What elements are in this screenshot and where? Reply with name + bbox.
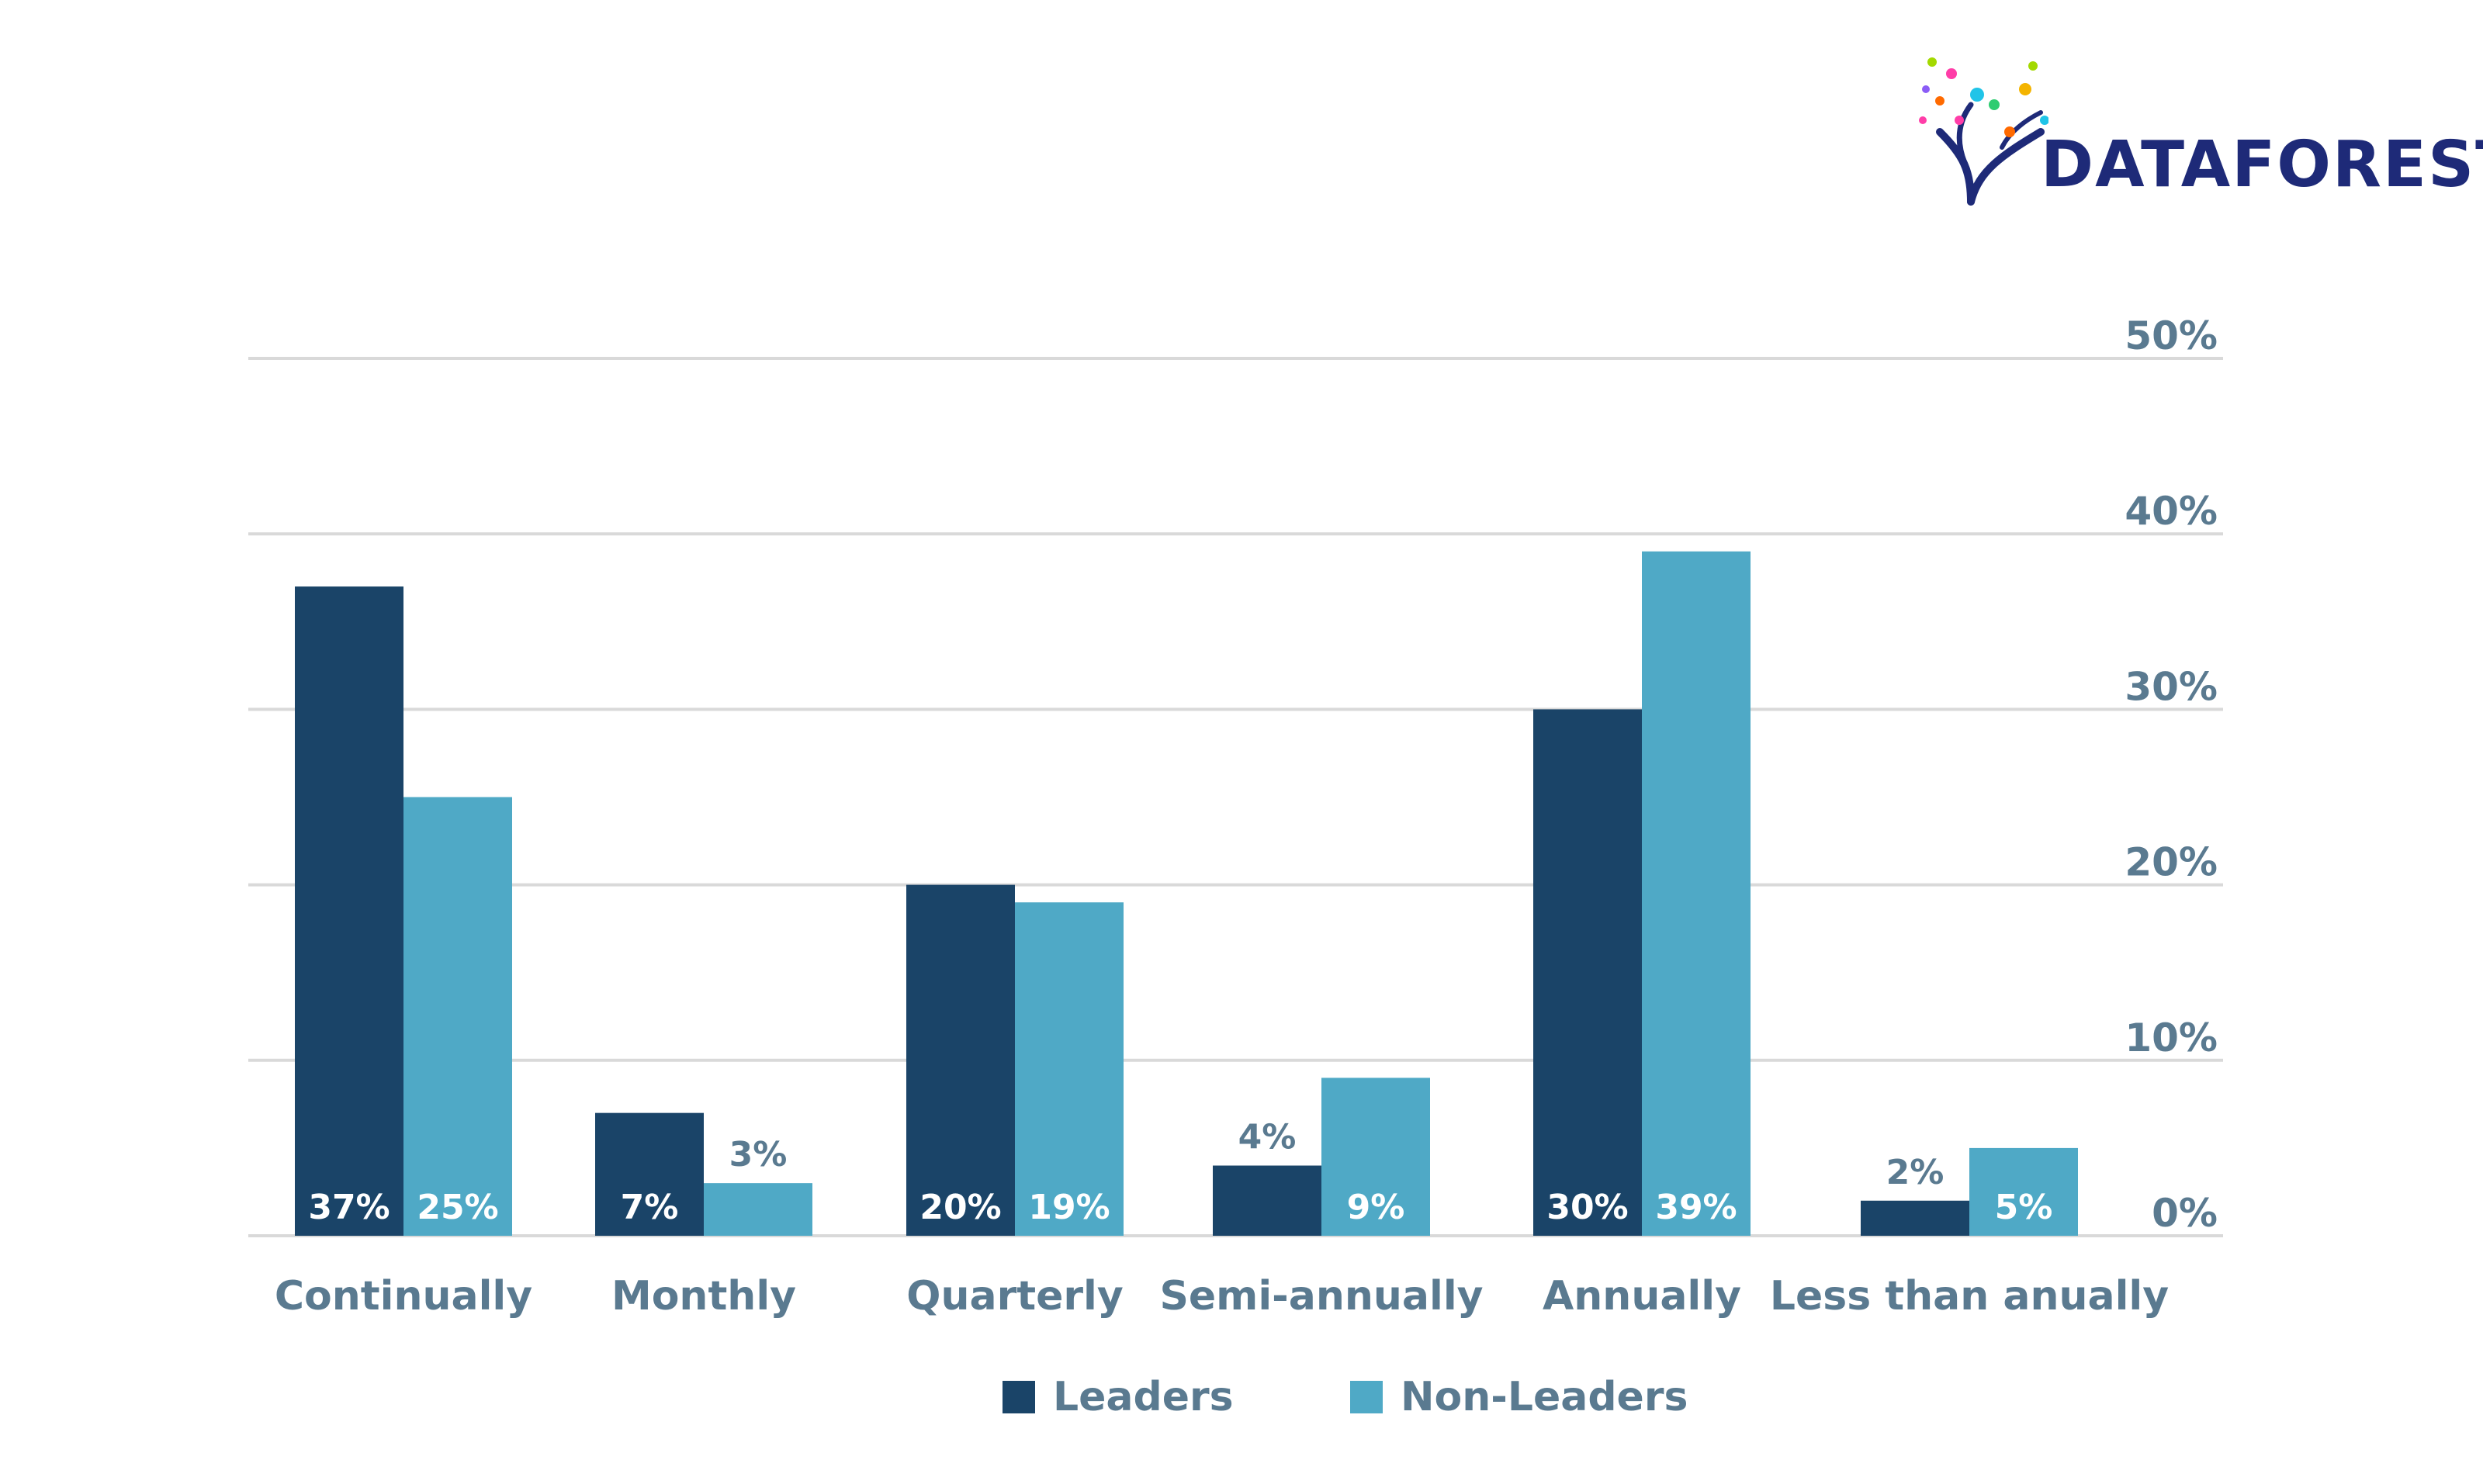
- dataforest-logo: DATAFOREST: [1917, 47, 2483, 217]
- logo-text: DATAFOREST: [2041, 128, 2483, 202]
- bar-non-leaders: [1642, 551, 1751, 1236]
- y-tick-label: 30%: [2125, 664, 2218, 709]
- data-label: 4%: [1238, 1118, 1297, 1157]
- x-tick-label: Continually: [275, 1273, 532, 1320]
- y-tick-label: 0%: [2152, 1191, 2218, 1236]
- data-label: 39%: [1655, 1188, 1737, 1227]
- y-tick-label: 20%: [2125, 840, 2218, 885]
- y-tick-label: 50%: [2125, 313, 2218, 358]
- data-label: 2%: [1886, 1153, 1944, 1192]
- y-tick-label: 10%: [2125, 1015, 2218, 1060]
- legend-leaders-swatch: [1003, 1381, 1035, 1413]
- data-label: 9%: [1347, 1188, 1405, 1227]
- x-tick-label: Semi-annually: [1159, 1273, 1483, 1320]
- bar-leaders: [906, 884, 1015, 1236]
- legend-leaders-label: Leaders: [1053, 1374, 1234, 1420]
- bar-leaders: [295, 586, 403, 1236]
- x-tick-label: Monthly: [611, 1273, 796, 1320]
- data-label: 25%: [417, 1188, 498, 1227]
- data-label: 3%: [729, 1135, 788, 1174]
- legend-non-leaders-swatch: [1350, 1381, 1383, 1413]
- bar-leaders: [1533, 709, 1642, 1236]
- data-label: 5%: [1995, 1188, 2053, 1227]
- x-tick-label: Less than anually: [1770, 1273, 2169, 1320]
- y-tick-label: 40%: [2125, 489, 2218, 534]
- data-label: 7%: [621, 1188, 679, 1227]
- bar-non-leaders: [403, 797, 512, 1236]
- bar-leaders: [1861, 1200, 1969, 1236]
- data-label: 20%: [919, 1188, 1001, 1227]
- bar-non-leaders: [1321, 1078, 1430, 1236]
- bar-non-leaders: [1015, 902, 1124, 1236]
- x-tick-label: Quarterly: [906, 1273, 1123, 1320]
- x-tick-label: Annually: [1543, 1273, 1741, 1320]
- bar-leaders: [595, 1112, 704, 1236]
- data-label: 19%: [1028, 1188, 1110, 1227]
- bar-non-leaders: [704, 1183, 812, 1236]
- tree-logo-icon: [1919, 57, 2049, 206]
- bar-leaders: [1213, 1165, 1321, 1236]
- bar-non-leaders: [1969, 1147, 2078, 1236]
- data-label: 30%: [1546, 1188, 1628, 1227]
- data-label: 37%: [308, 1188, 390, 1227]
- legend-non-leaders-label: Non-Leaders: [1401, 1374, 1688, 1420]
